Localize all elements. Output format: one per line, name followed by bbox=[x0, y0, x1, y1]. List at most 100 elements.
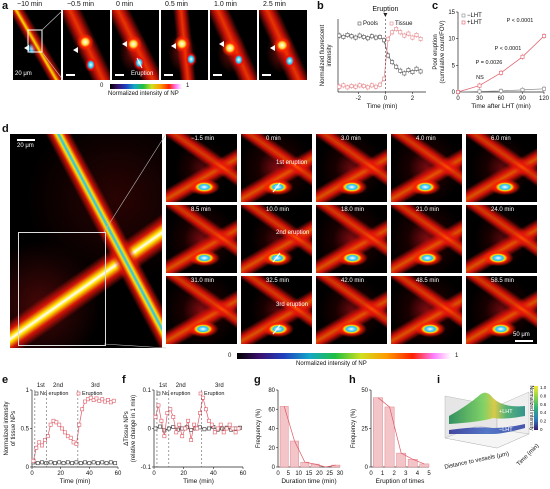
panel-label-e: e bbox=[2, 374, 9, 386]
panel-d-time-label: −1.5 min bbox=[191, 136, 215, 142]
x-tick-label: 90 bbox=[519, 96, 526, 102]
legend-marker bbox=[461, 13, 466, 18]
data-point bbox=[410, 35, 415, 40]
panel-d-micrograph bbox=[316, 205, 387, 273]
data-point bbox=[361, 35, 366, 39]
data-point bbox=[108, 460, 113, 465]
data-point bbox=[398, 68, 403, 73]
data-point bbox=[177, 422, 182, 427]
panel-d-scale-label: 20 μm bbox=[17, 143, 34, 149]
series-line bbox=[33, 397, 114, 461]
y-axis-label: Normalized fluorescent bbox=[320, 24, 326, 86]
data-point bbox=[233, 430, 238, 435]
data-point bbox=[542, 34, 546, 38]
y-axis-label: Time (min) bbox=[516, 443, 540, 467]
data-point bbox=[61, 461, 66, 466]
x-tick-label: 25 bbox=[326, 471, 333, 477]
data-point bbox=[195, 426, 199, 431]
panel-d-time-label: 24.0 min bbox=[491, 207, 515, 213]
panel-a-colorbar-min: 0 bbox=[100, 83, 104, 89]
data-point bbox=[378, 35, 382, 39]
data-point bbox=[390, 30, 395, 35]
panel-d-micrograph bbox=[166, 134, 237, 202]
colorbar-tick-label: 0.4 bbox=[540, 410, 547, 415]
data-point bbox=[349, 34, 354, 39]
data-point bbox=[113, 461, 118, 466]
data-point bbox=[456, 90, 460, 94]
y-tick-label: 40 bbox=[268, 427, 275, 433]
x-axis-label: Time (min) bbox=[367, 103, 398, 110]
data-point bbox=[361, 84, 366, 88]
data-point bbox=[369, 83, 374, 88]
panel-a-micrograph bbox=[63, 10, 110, 80]
data-point bbox=[406, 68, 411, 73]
p-value-annotation: P = 0.0026 bbox=[476, 60, 503, 66]
data-point bbox=[42, 438, 47, 442]
y-tick-label: 0 bbox=[452, 90, 456, 96]
data-point bbox=[337, 33, 342, 38]
data-point bbox=[365, 36, 370, 41]
data-point bbox=[168, 407, 173, 412]
data-point bbox=[365, 85, 370, 90]
data-point bbox=[204, 407, 208, 412]
panel-d-colorbar-label: Normalized intensity of NP bbox=[296, 361, 367, 367]
data-point bbox=[78, 461, 83, 466]
data-point bbox=[374, 84, 378, 89]
data-point bbox=[57, 422, 62, 427]
bar bbox=[419, 463, 430, 468]
data-point bbox=[96, 461, 100, 466]
panel-d-micrograph bbox=[166, 276, 237, 344]
panel-d-time-label: 32.5 min bbox=[266, 278, 290, 284]
data-point bbox=[165, 411, 170, 416]
legend-label: Pools bbox=[363, 21, 378, 27]
panel-label-f: f bbox=[122, 374, 126, 386]
panel-a-colorbar-max: 1 bbox=[186, 83, 190, 89]
data-point bbox=[68, 435, 73, 440]
legend-label: No eruption bbox=[162, 391, 190, 397]
panel-d-micrograph bbox=[391, 134, 462, 202]
scale-bar bbox=[262, 74, 271, 76]
panel-a-time-label: −10 min bbox=[17, 1, 43, 8]
data-point bbox=[40, 443, 44, 448]
data-point bbox=[345, 85, 350, 90]
y-tick-label: 10 bbox=[448, 37, 455, 43]
panel-a-micrograph bbox=[161, 10, 208, 80]
panel-a-micrograph bbox=[112, 10, 159, 80]
x-tick-label: 2 bbox=[411, 96, 415, 102]
legend-label: Eruption bbox=[204, 391, 225, 397]
colorbar-label: Normalized intensity bbox=[528, 385, 534, 431]
data-point bbox=[91, 460, 96, 465]
colorbar-tick-label: 0 bbox=[540, 427, 543, 432]
data-point bbox=[198, 411, 202, 416]
bar bbox=[384, 406, 395, 468]
data-point bbox=[74, 460, 79, 465]
data-point bbox=[341, 83, 346, 88]
data-point bbox=[477, 89, 482, 94]
data-point bbox=[80, 407, 85, 412]
data-point bbox=[499, 89, 503, 93]
panel-d-micrograph bbox=[166, 205, 237, 273]
p-value-annotation: P < 0.0001 bbox=[495, 46, 522, 52]
phase-label: 3rd bbox=[215, 383, 224, 389]
panel-d-micrograph bbox=[466, 205, 537, 273]
phase-label: 1st bbox=[159, 383, 167, 389]
panel-d-time-label: 48.5 min bbox=[416, 278, 440, 284]
x-tick-label: 30 bbox=[476, 96, 483, 102]
data-point bbox=[414, 33, 419, 37]
data-point bbox=[212, 430, 217, 435]
x-tick-label: 0 bbox=[384, 96, 388, 102]
y-tick-label: 60 bbox=[268, 407, 275, 413]
data-point bbox=[378, 82, 382, 87]
colorbar-tick-label: 0.2 bbox=[540, 419, 547, 424]
y-axis-label: Pool eruption bbox=[433, 34, 439, 69]
panel-d-time-label: 8.5 min bbox=[191, 207, 211, 213]
panel-a-time-label: 0 min bbox=[116, 1, 134, 8]
x-tick-label: 0 bbox=[369, 471, 373, 477]
colorbar-tick-label: 0.8 bbox=[540, 393, 547, 398]
x-tick-label: 40 bbox=[210, 471, 217, 477]
colorbar-tick-label: 1.0 bbox=[540, 385, 547, 390]
data-point bbox=[174, 430, 179, 435]
phase-label: 2nd bbox=[53, 383, 63, 389]
